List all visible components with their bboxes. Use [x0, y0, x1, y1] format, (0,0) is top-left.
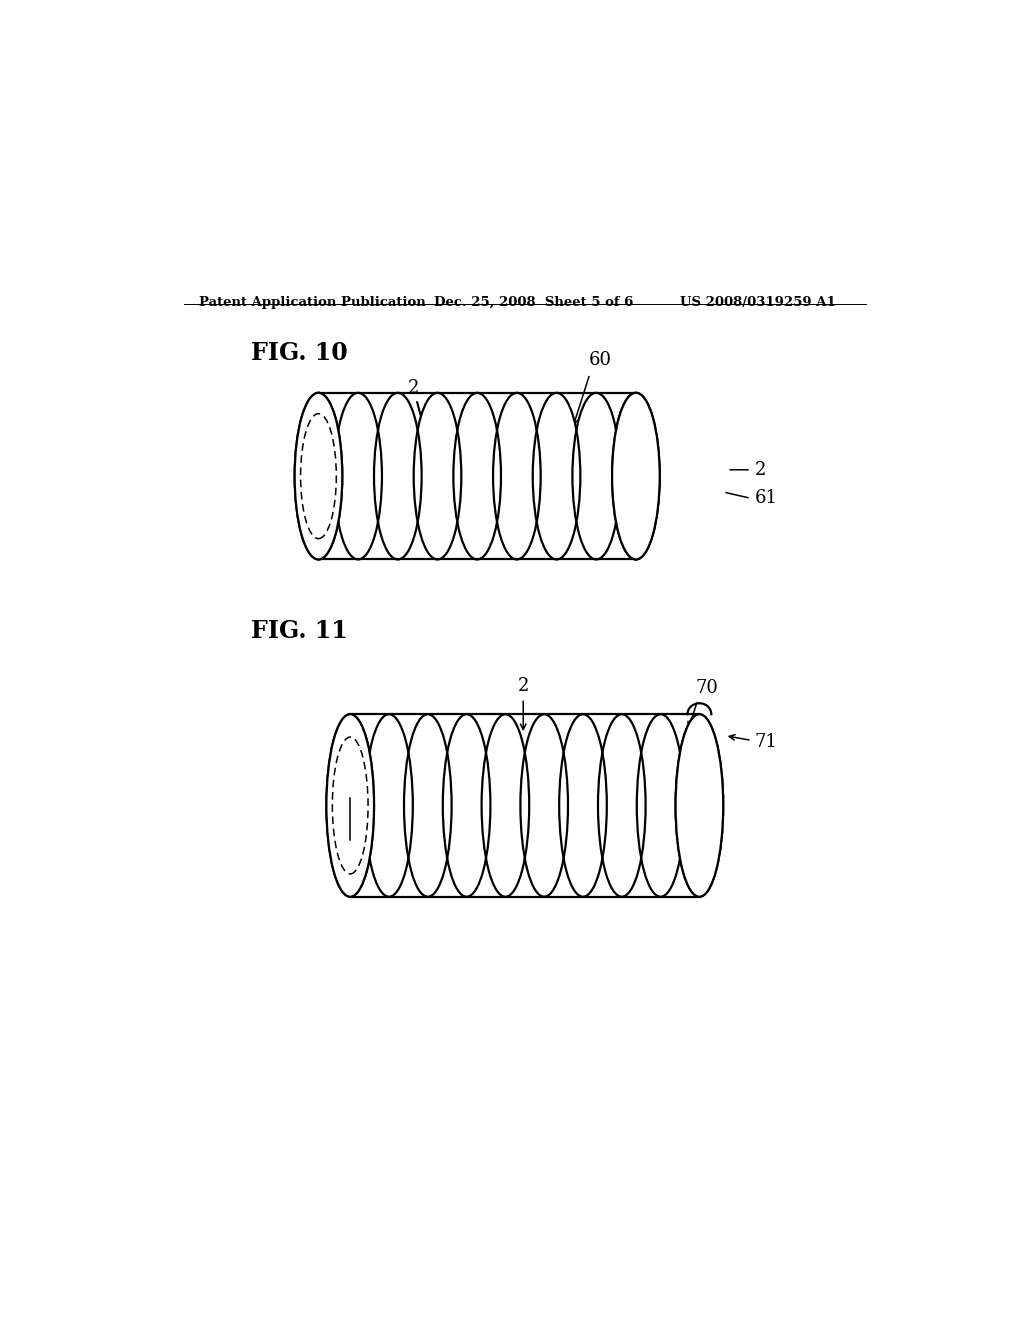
Text: 2: 2: [408, 379, 425, 432]
Ellipse shape: [612, 393, 659, 560]
Ellipse shape: [327, 714, 374, 896]
Ellipse shape: [327, 714, 374, 896]
Text: US 2008/0319259 A1: US 2008/0319259 A1: [680, 296, 836, 309]
Ellipse shape: [494, 393, 541, 560]
Text: 61: 61: [755, 490, 778, 507]
Text: 2: 2: [517, 677, 529, 696]
Ellipse shape: [334, 393, 382, 560]
Ellipse shape: [572, 393, 621, 560]
Ellipse shape: [454, 393, 501, 560]
Ellipse shape: [532, 393, 581, 560]
Text: 60: 60: [589, 351, 611, 370]
Ellipse shape: [295, 393, 342, 560]
Text: 71: 71: [755, 733, 778, 751]
Ellipse shape: [404, 714, 452, 896]
Text: Dec. 25, 2008  Sheet 5 of 6: Dec. 25, 2008 Sheet 5 of 6: [433, 296, 633, 309]
Ellipse shape: [676, 714, 723, 896]
Ellipse shape: [520, 714, 568, 896]
Ellipse shape: [676, 714, 723, 896]
Ellipse shape: [442, 714, 490, 896]
Bar: [350, 714, 699, 896]
Text: FIG. 11: FIG. 11: [251, 619, 348, 643]
Ellipse shape: [481, 714, 529, 896]
Ellipse shape: [295, 393, 342, 560]
Ellipse shape: [366, 714, 413, 896]
Ellipse shape: [374, 393, 422, 560]
Ellipse shape: [559, 714, 607, 896]
Text: 2: 2: [755, 461, 766, 479]
Text: Patent Application Publication: Patent Application Publication: [200, 296, 426, 309]
Ellipse shape: [598, 714, 645, 896]
Ellipse shape: [612, 393, 659, 560]
Text: 70: 70: [696, 678, 719, 697]
Ellipse shape: [414, 393, 461, 560]
Bar: [318, 393, 636, 560]
Text: FIG. 10: FIG. 10: [251, 341, 348, 366]
Ellipse shape: [637, 714, 684, 896]
